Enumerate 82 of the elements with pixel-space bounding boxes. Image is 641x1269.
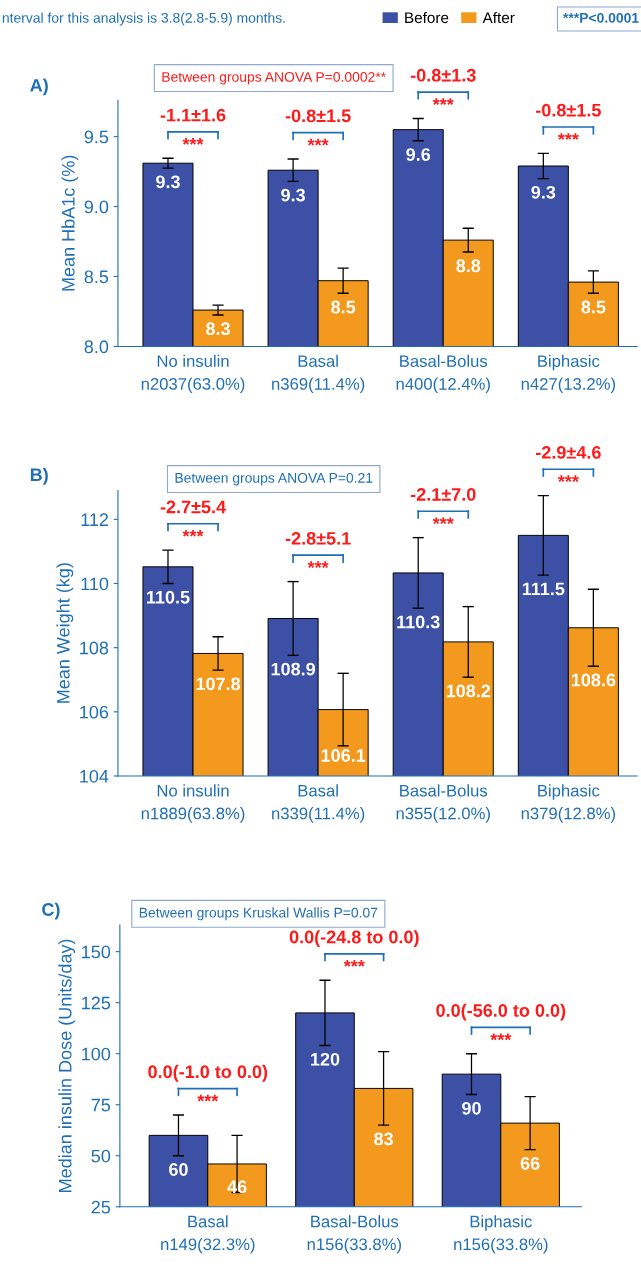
y-axis-title: Mean HbA1c (%): [61, 155, 79, 291]
annotation: ***: [490, 1033, 512, 1041]
x-tick-label: No insulin n2037(63.0%): [141, 354, 245, 394]
data-label: 107.8: [196, 677, 241, 691]
legend-label: Before: [405, 11, 449, 24]
y-tick-label: 112: [81, 513, 109, 526]
y-tick-label: 9.5: [84, 130, 109, 144]
annotation: -2.7±5.4: [160, 500, 226, 514]
y-axis-title: Median insulin Dose (Units/day): [58, 939, 76, 1192]
x-tick-label: Biphasic n156(33.8%): [454, 1215, 548, 1254]
data-label: 108.6: [571, 673, 616, 687]
data-label: 60: [169, 1163, 188, 1176]
y-tick-label: 8.5: [84, 270, 109, 284]
text: ***: [557, 475, 579, 483]
data-label: 110.5: [147, 590, 190, 604]
annotation: ***: [307, 561, 329, 569]
annotation: 0.0(-24.8 to 0.0): [289, 930, 419, 947]
text: -2.9±4.6: [535, 446, 601, 459]
x-tick-label: Basal-Bolus n400(12.4%): [396, 354, 490, 394]
annotation: ***: [307, 138, 329, 146]
data-label: 90: [462, 1101, 481, 1115]
annotation: ***: [432, 517, 454, 525]
data-label: 120: [311, 1052, 340, 1066]
y-tick-label: 100: [82, 1047, 111, 1061]
annotation: -0.8±1.5: [535, 103, 601, 117]
x-tick-label: Biphasic n427(13.2%): [521, 354, 616, 394]
data-label: 9.3: [156, 175, 180, 189]
annotation: -0.8±1.5: [285, 109, 351, 123]
y-tick-label: 106: [80, 705, 109, 719]
data-label: 8.5: [581, 300, 606, 314]
data-label: 8.5: [331, 300, 356, 314]
y-tick-label: 50: [91, 1149, 111, 1163]
chart-title: B): [30, 467, 48, 485]
y-axis-title: Mean Weight (kg): [56, 563, 74, 703]
x-tick-label: Basal n339(11.4%): [272, 784, 365, 823]
text: -0.8±1.3: [410, 68, 476, 82]
annotation: ***: [343, 959, 365, 967]
chart-subtitle: Between groups ANOVA P=0.21: [175, 472, 373, 486]
chart-title: C): [42, 902, 60, 920]
annotation: ***: [557, 133, 579, 140]
y-tick-label: 8.0: [84, 340, 109, 354]
annotation: -2.8±5.1: [285, 531, 351, 545]
data-label: 9.3: [531, 185, 556, 199]
data-label: 108.2: [446, 684, 491, 698]
y-tick-label: 108: [80, 641, 109, 655]
data-label: 111.5: [522, 582, 565, 596]
data-label: 8.8: [456, 259, 481, 273]
annotation: 0.0(-56.0 to 0.0): [436, 1003, 566, 1021]
x-tick-label: Basal n149(32.3%): [161, 1215, 255, 1254]
x-tick-label: Biphasic n379(12.8%): [521, 784, 616, 823]
y-tick-label: 9.0: [84, 200, 109, 214]
text: ***P<0.0001: [563, 12, 639, 23]
y-tick-label: 25: [91, 1200, 111, 1214]
chart-subtitle: Between groups ANOVA P=0.0002**: [162, 71, 386, 85]
data-label: 9.6: [406, 148, 431, 161]
data-label: 110.3: [397, 615, 440, 629]
y-tick-label: 110: [81, 577, 109, 591]
x-tick-label: Basal-Bolus n355(12.0%): [396, 784, 490, 823]
data-label: 9.3: [281, 188, 305, 202]
x-tick-label: Basal n369(11.4%): [272, 354, 365, 394]
y-tick-label: 75: [91, 1098, 111, 1112]
chart-title: A): [30, 78, 48, 96]
text: nterval for this analysis is 3.8(2.8-5.9) months.: [2, 12, 285, 26]
chart-subtitle: Between groups Kruskal Wallis P=0.07: [139, 907, 378, 921]
annotation: -1.1±1.6: [160, 108, 226, 122]
annotation: ***: [182, 138, 204, 145]
annotation: ***: [432, 98, 454, 105]
y-tick-label: 125: [82, 996, 111, 1010]
data-label: 106.1: [321, 749, 366, 762]
legend-label: After: [482, 11, 515, 24]
y-tick-label: 150: [82, 945, 111, 959]
data-label: 66: [520, 1157, 540, 1170]
x-tick-label: No insulin n1889(63.8%): [141, 784, 245, 823]
data-label: 8.3: [206, 322, 230, 336]
data-label: 108.9: [271, 662, 316, 676]
annotation: ***: [182, 529, 204, 537]
annotation: -2.1±7.0: [410, 488, 476, 501]
data-label: 83: [374, 1132, 393, 1146]
x-tick-label: Basal-Bolus n156(33.8%): [307, 1215, 401, 1254]
annotation: 0.0(-1.0 to 0.0): [148, 1064, 268, 1082]
annotation: ***: [197, 1094, 219, 1102]
y-tick-label: 104: [80, 769, 109, 783]
